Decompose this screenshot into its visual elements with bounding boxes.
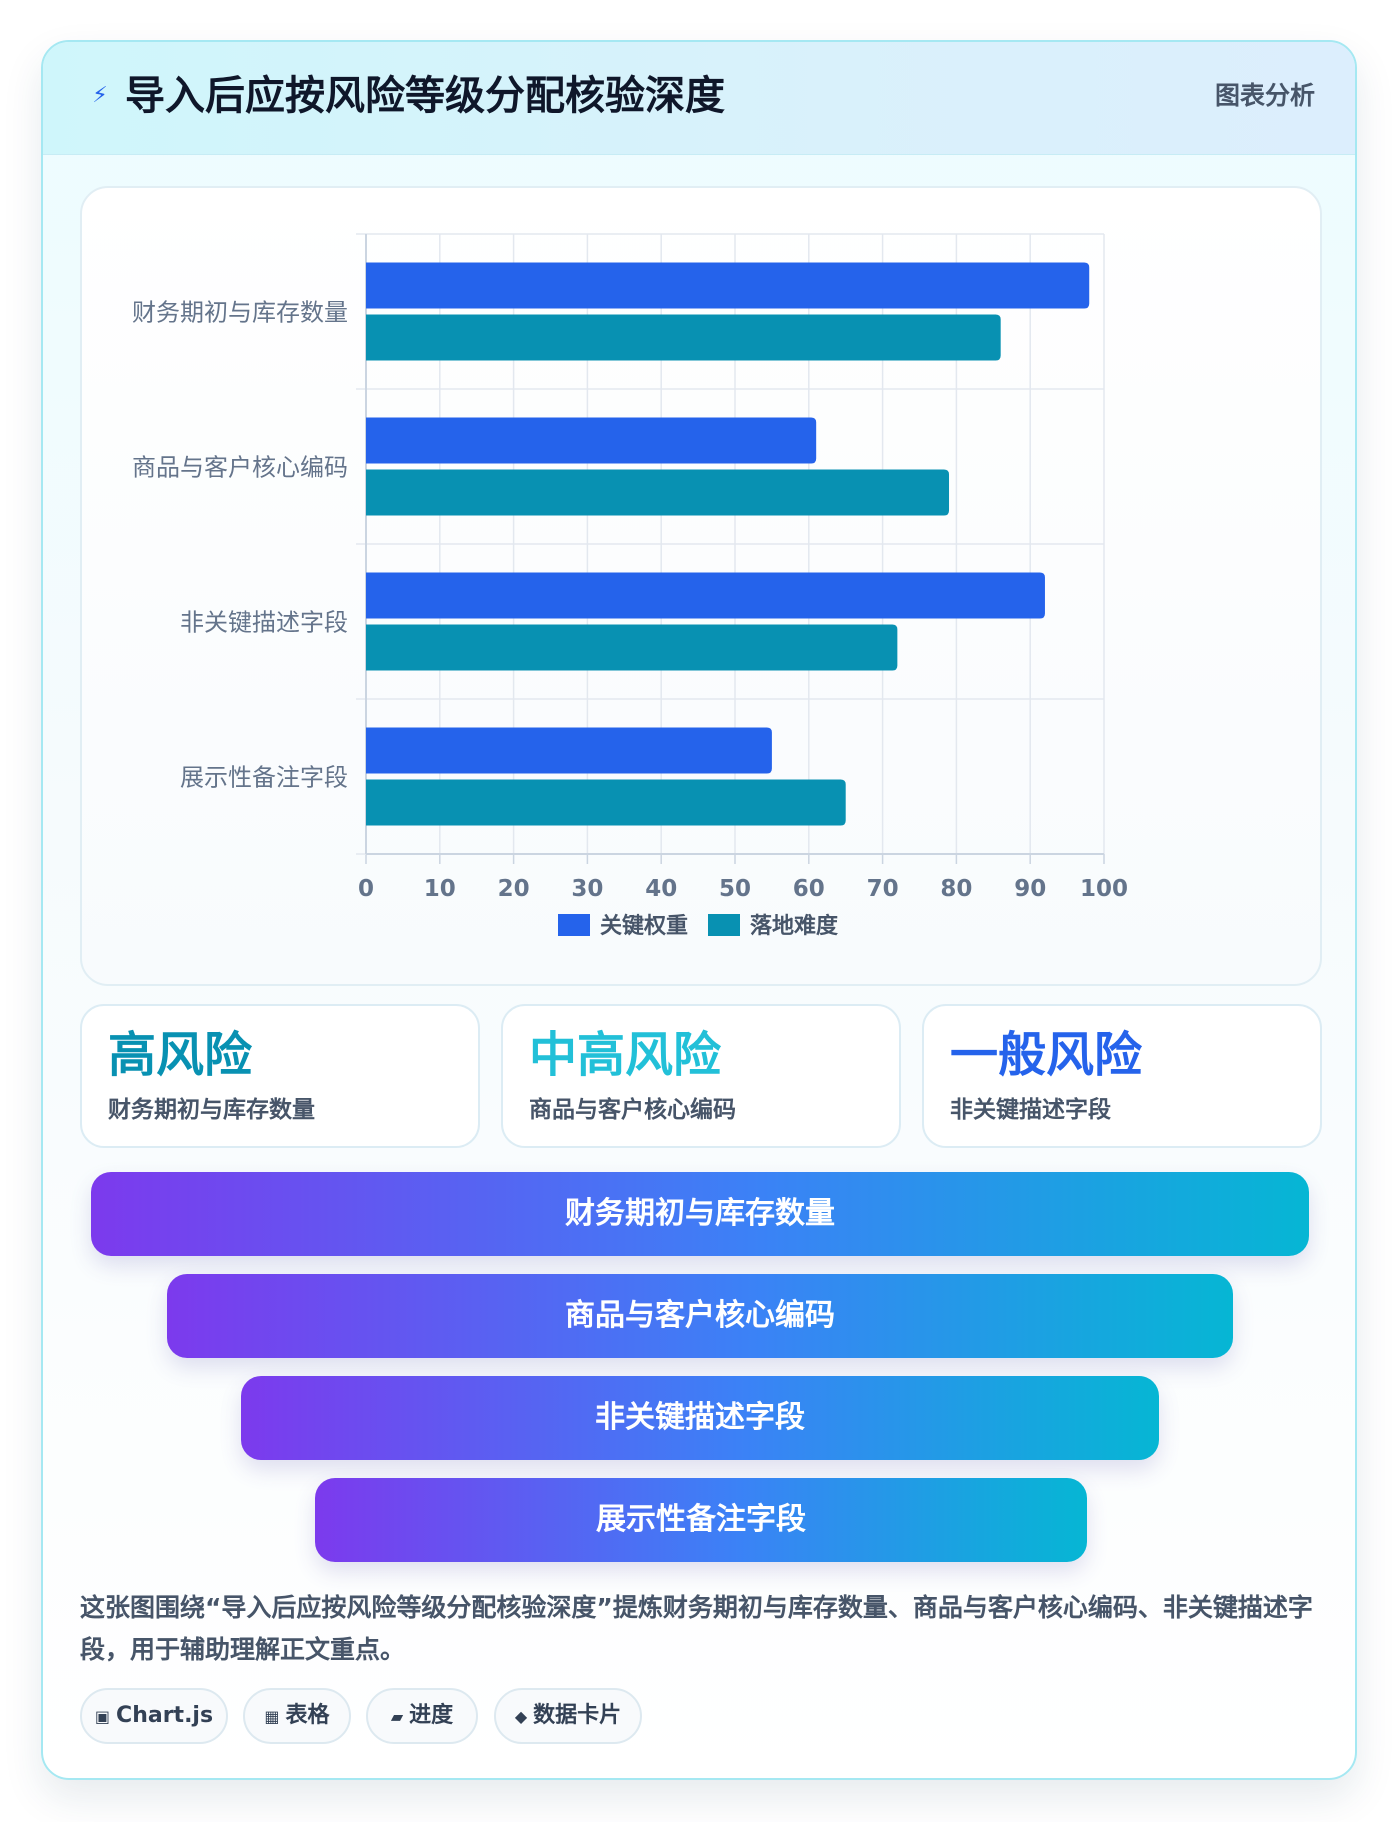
x-tick-label: 60 [793,876,825,902]
risk-title: 一般风险 [950,1027,1143,1083]
header-tag: 图表分析 [1214,81,1315,110]
bar-weight[interactable] [366,727,772,774]
x-tick-label: 20 [498,876,530,902]
risk-cards: 高风险 财务期初与库存数量 中高风险 商品与客户核心编码 一般风险 非关键描述字… [80,1004,1322,1148]
card-header: ⚡ 导入后应按风险等级分配核验深度 图表分析 [43,42,1355,155]
legend-label: 关键权重 [600,913,688,939]
bar-difficulty[interactable] [366,779,846,826]
x-tick-label: 50 [719,876,751,902]
risk-card-high: 高风险 财务期初与库存数量 [80,1004,480,1148]
chip-label: 表格 [285,1703,330,1728]
summary-text: 这张图围绕“导入后应按风险等级分配核验深度”提炼财务期初与库存数量、商品与客户核… [80,1593,1313,1664]
chip-label: 数据卡片 [533,1703,622,1728]
category-label: 商品与客户核心编码 [132,454,348,482]
bar-difficulty[interactable] [366,624,898,671]
chart-card: ⚡ 导入后应按风险等级分配核验深度 图表分析 0 10 20 30 40 50 60 70 80… [41,40,1357,1780]
x-tick-label: 0 [358,876,374,902]
category-label: 财务期初与库存数量 [132,299,348,327]
bar-difficulty[interactable] [366,469,950,516]
x-tick-label: 70 [867,876,899,902]
category-label: 展示性备注字段 [180,764,348,792]
page-title: 导入后应按风险等级分配核验深度 [125,73,725,119]
legend-swatch [558,914,590,936]
diamond-icon: ◆ [514,1707,528,1726]
x-tick-label: 100 [1080,876,1128,902]
risk-title: 中高风险 [529,1027,722,1083]
x-tick-label: 40 [645,876,677,902]
risk-card-normal: 一般风险 非关键描述字段 [922,1004,1322,1148]
risk-title: 高风险 [108,1027,253,1083]
bar-difficulty[interactable] [366,314,1001,361]
risk-subtitle: 商品与客户核心编码 [529,1097,736,1123]
chip-label: Chart.js [116,1703,214,1728]
x-tick-label: 90 [1014,876,1046,902]
chip-progress[interactable]: ▰ 进度 [366,1688,478,1744]
chip-chartjs[interactable]: ▣ Chart.js [80,1688,228,1744]
chip-label: 进度 [409,1703,454,1728]
funnel-level-1: 财务期初与库存数量 [91,1172,1309,1256]
legend-label: 落地难度 [750,913,839,939]
risk-subtitle: 非关键描述字段 [950,1097,1111,1123]
x-tick-label: 10 [424,876,456,902]
funnel-level-3: 非关键描述字段 [241,1376,1159,1460]
bolt-icon: ⚡ [92,83,108,108]
table-icon: ▦ [264,1707,280,1726]
chip-data-card[interactable]: ◆ 数据卡片 [494,1688,642,1744]
x-tick-label: 30 [571,876,603,902]
risk-subtitle: 财务期初与库存数量 [108,1097,315,1123]
bar-chart: 0 10 20 30 40 50 60 70 80 90 100 财务期初与库存数量商品与客户核心编码… [132,233,1128,939]
risk-card-mid-high: 中高风险 商品与客户核心编码 [501,1004,901,1148]
funnel-level-4: 展示性备注字段 [315,1478,1087,1562]
funnel-level-2: 商品与客户核心编码 [167,1274,1233,1358]
chart-icon: ▣ [94,1707,111,1726]
legend-swatch [708,914,740,936]
progress-icon: ▰ [390,1707,404,1726]
category-label: 非关键描述字段 [180,609,348,637]
bar-weight[interactable] [366,262,1090,309]
bar-weight[interactable] [366,417,817,464]
x-tick-label: 80 [940,876,972,902]
bar-weight[interactable] [366,572,1045,619]
chip-table[interactable]: ▦ 表格 [243,1688,351,1744]
chart-panel: 0 10 20 30 40 50 60 70 80 90 100 财务期初与库存数量 商品与客户核心编码… [80,186,1322,986]
